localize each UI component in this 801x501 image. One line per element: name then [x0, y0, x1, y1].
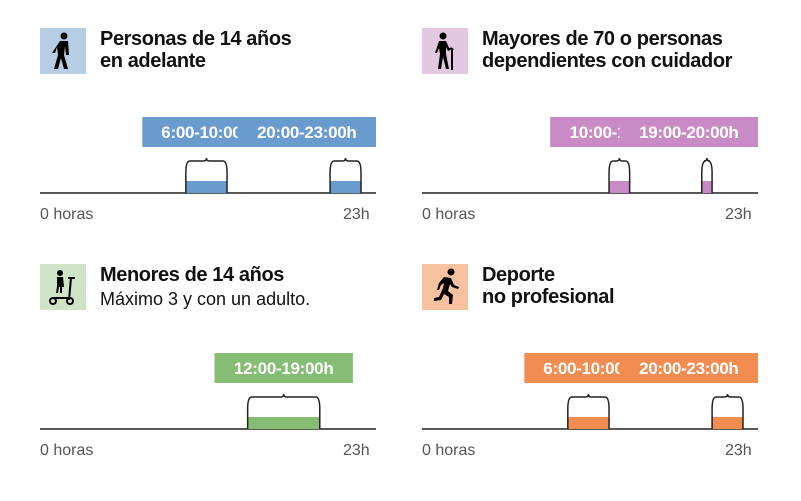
panel-deporte: Deporte no profesional 6:00-10:00h 20:00-… — [422, 264, 801, 501]
panel-subtitle: Máximo 3 y con un adulto. — [100, 289, 311, 309]
axis-end-label: 23h — [725, 206, 752, 223]
timeline-svg: 12:00-19:00h — [40, 353, 376, 430]
range-bracket — [608, 157, 631, 193]
axis-end-label: 23h — [725, 442, 752, 459]
range-bar — [185, 181, 228, 193]
range-bracket — [246, 393, 321, 429]
axis-start-label: 0 horas — [40, 206, 94, 223]
panel-title: Menores de 14 años — [100, 264, 284, 286]
range-label: 6:00-10:00h — [161, 123, 251, 142]
range-label-box — [619, 117, 758, 147]
range-bar — [712, 417, 743, 429]
range-bracket — [711, 393, 744, 429]
panel-title: Mayores de 70 o personas dependientes co… — [482, 28, 733, 72]
elderly-person-icon-box — [422, 28, 468, 74]
range-bar — [330, 181, 361, 193]
range-label: 19:00-20:00h — [639, 123, 738, 142]
running-person-icon-box — [422, 264, 468, 310]
axis-end-label: 23h — [343, 206, 370, 223]
child-on-scooter-icon — [40, 264, 86, 310]
range-bar — [701, 181, 713, 193]
range-bar — [567, 417, 610, 429]
range-label: 12:00-19:00h — [234, 359, 333, 378]
range-label-box — [619, 353, 758, 383]
range-label: 6:00-10:00h — [543, 359, 633, 378]
elderly-person-with-cane-icon — [422, 28, 468, 74]
axis-end-label: 23h — [343, 442, 370, 459]
range-bracket — [185, 157, 228, 193]
panel-mayores-70: Mayores de 70 o personas dependientes co… — [422, 28, 801, 265]
timeline: 10:00-12:00h 19:00-20:00h 0 horas 23h — [422, 28, 801, 265]
panel-personas-14-adelante: Personas de 14 años en adelante 6:00-10:… — [40, 28, 430, 265]
axis-start-label: 0 horas — [422, 206, 476, 223]
range-bar — [247, 417, 320, 429]
range-bracket — [701, 157, 713, 193]
timeline: 6:00-10:00h 20:00-23:00h 0 horas 23h — [422, 264, 801, 501]
walking-person-icon — [40, 28, 86, 74]
timeline: 12:00-19:00h 0 horas 23h — [40, 264, 430, 501]
range-bracket — [329, 157, 362, 193]
timeline: 6:00-10:00h 20:00-23:00h 0 horas 23h — [40, 28, 430, 265]
range-label-box — [237, 117, 376, 147]
range-bracket — [567, 393, 610, 429]
range-label: 20:00-23:00h — [639, 359, 738, 378]
axis-start-label: 0 horas — [422, 442, 476, 459]
panel-title: Personas de 14 años en adelante — [100, 28, 292, 72]
timeline-svg: 6:00-10:00h 20:00-23:00h — [422, 353, 758, 430]
range-bar — [609, 181, 630, 193]
walking-person-icon-box — [40, 28, 86, 74]
range-label: 20:00-23:00h — [257, 123, 356, 142]
timeline-svg: 6:00-10:00h 20:00-23:00h — [40, 117, 376, 194]
panel-title: Deporte no profesional — [482, 264, 615, 308]
child-scooter-icon-box — [40, 264, 86, 310]
running-person-icon — [422, 264, 468, 310]
axis-start-label: 0 horas — [40, 442, 94, 459]
panel-menores-14: Menores de 14 años Máximo 3 y con un adu… — [40, 264, 430, 501]
range-label-box — [214, 353, 353, 383]
